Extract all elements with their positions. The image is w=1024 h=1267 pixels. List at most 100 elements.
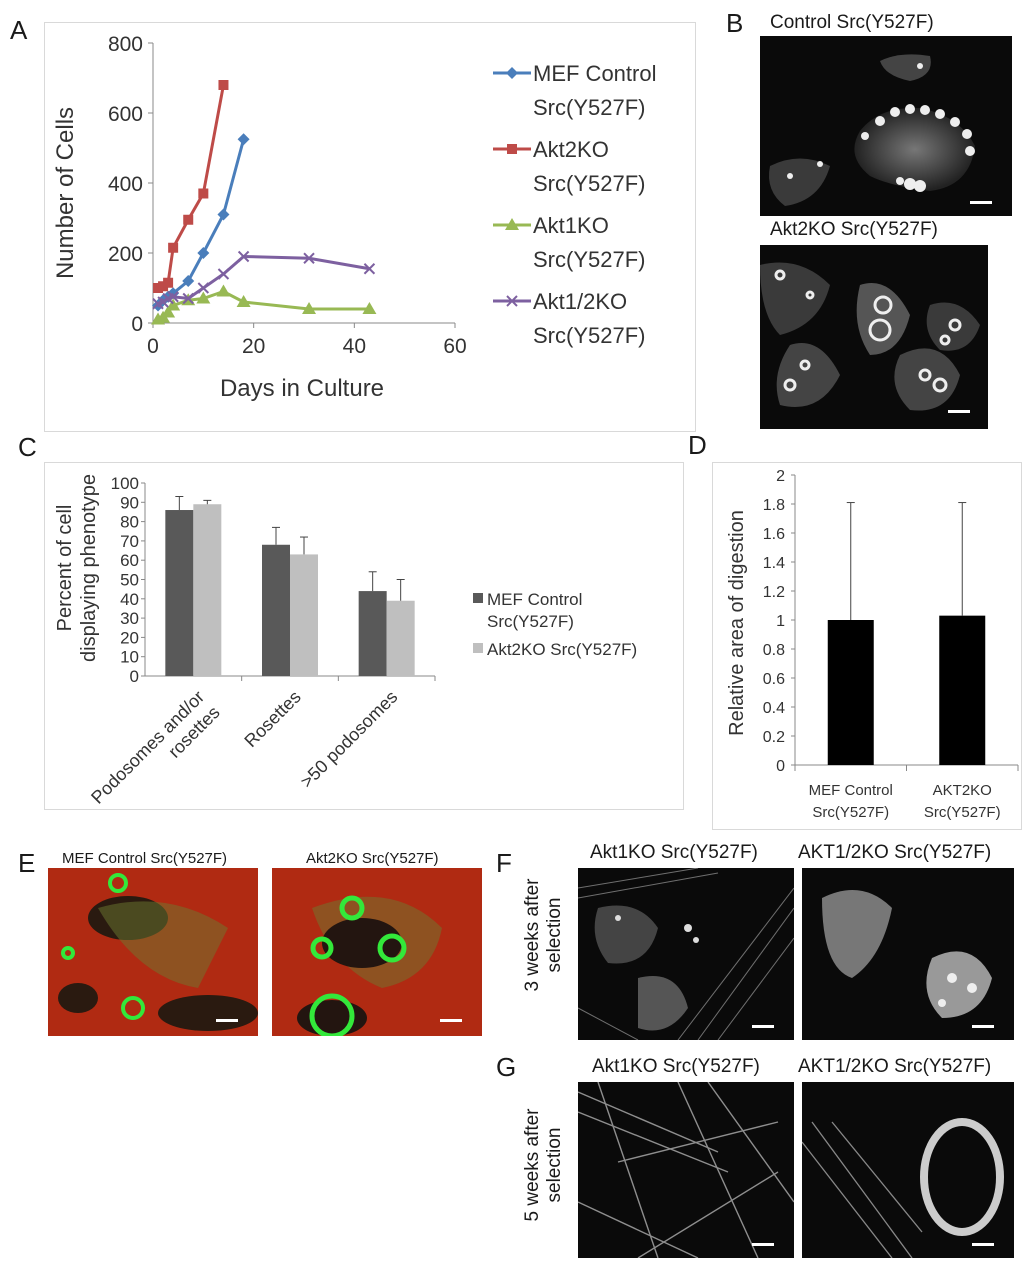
x-tick-label: 60: [443, 335, 466, 358]
y-tick-label: 1: [776, 613, 785, 630]
scale-bar: [972, 1025, 994, 1028]
data-point: [157, 296, 169, 308]
data-point: [158, 281, 169, 292]
micro-g-akt12ko: [802, 1082, 1014, 1258]
micro-e-left-label: MEF Control Src(Y527F): [62, 850, 228, 867]
legend-label: MEF Control: [533, 61, 656, 86]
y-tick-label: 100: [111, 474, 139, 493]
data-point: [196, 291, 211, 304]
x-tick-label: MEF Control: [809, 782, 893, 799]
micro-e-akt2ko: [272, 868, 482, 1036]
panel-letter-c: C: [18, 432, 37, 462]
data-point: [218, 80, 229, 90]
bar: [193, 504, 222, 676]
micro-b-top-label: Control Src(Y527F): [770, 12, 934, 33]
scale-bar: [948, 410, 970, 413]
legend-label: MEF Control: [487, 590, 582, 609]
micro-g-left-label: Akt1KO Src(Y527F): [592, 1056, 760, 1077]
bar: [939, 615, 986, 765]
micro-f-left-label: Akt1KO Src(Y527F): [590, 842, 758, 863]
micro-b-akt2ko: [760, 245, 988, 429]
panel-letter-e: E: [18, 848, 36, 878]
y-tick-label: 20: [120, 628, 139, 647]
micro-b-bottom-label: Akt2KO Src(Y527F): [770, 219, 938, 240]
legend-label: Akt2KO: [533, 137, 609, 162]
y-axis-label-line2: displaying phenotype: [78, 474, 100, 662]
bar: [386, 600, 415, 676]
y-tick-label: 0.6: [763, 671, 785, 688]
y-tick-label: 60: [120, 551, 139, 570]
panel-f-side-line1: 3 weeks after: [522, 878, 543, 992]
x-tick-label: AKT2KO: [933, 782, 992, 799]
y-tick-label: 0: [776, 758, 785, 775]
y-tick-label: 70: [120, 532, 139, 551]
bar: [358, 591, 387, 676]
y-tick-label: 10: [120, 648, 139, 667]
data-point: [182, 292, 194, 305]
bar: [262, 544, 290, 676]
micro-b-control: [760, 36, 1012, 216]
panel-letter-a: A: [10, 15, 28, 45]
y-tick-label: 600: [108, 103, 143, 126]
panel-d-frame: 0 0.2 0.4 0.6 0.8 1 1.2 1.4 1.6 1.8 2 MEF Control Sr…: [712, 462, 1022, 830]
legend-label: Akt1/2KO: [533, 289, 627, 314]
y-tick-label: 80: [120, 513, 139, 532]
y-axis-label-line1: Percent of cell: [54, 505, 76, 632]
bar: [290, 554, 318, 676]
y-tick-label: 90: [120, 493, 139, 512]
y-tick-label: 1.2: [763, 584, 785, 601]
x-tick-label: 0: [147, 335, 159, 358]
y-axis-label: Number of Cells: [52, 107, 79, 279]
data-point: [303, 252, 315, 264]
legend-label: Src(Y527F): [533, 95, 645, 120]
legend-marker: [507, 144, 517, 154]
y-tick-label: 2: [776, 468, 785, 485]
data-point: [236, 295, 251, 307]
y-tick-label: 800: [108, 33, 143, 56]
micro-g-right-label: AKT1/2KO Src(Y527F): [798, 1056, 992, 1077]
data-point: [168, 242, 179, 253]
y-tick-label: 1.8: [763, 497, 785, 514]
scale-bar: [970, 201, 992, 204]
micro-f-akt12ko: [802, 868, 1014, 1040]
data-point: [161, 305, 176, 318]
x-axis-label: Days in Culture: [220, 375, 384, 402]
micro-g-akt1ko: [578, 1082, 794, 1258]
y-tick-label: 1.6: [763, 526, 785, 543]
data-point: [363, 263, 376, 275]
y-tick-label: 0.2: [763, 729, 785, 746]
legend-marker: [506, 295, 518, 307]
legend-marker: [506, 67, 518, 79]
y-tick-label: 0: [131, 313, 143, 336]
data-point: [198, 188, 209, 199]
micro-f-akt1ko: [578, 868, 794, 1040]
data-point: [197, 247, 210, 259]
x-tick-label: 20: [242, 335, 265, 358]
panel-g-side-line1: 5 weeks after: [522, 1108, 543, 1222]
x-tick-label: Src(Y527F): [924, 804, 1001, 821]
legend-label: Src(Y527F): [533, 247, 645, 272]
legend-label: Akt1KO: [533, 213, 609, 238]
micro-e-control: [48, 868, 258, 1036]
legend-label: Akt2KO Src(Y527F): [487, 640, 637, 659]
data-point: [153, 283, 164, 293]
bar: [165, 510, 194, 676]
micro-e-right-label: Akt2KO Src(Y527F): [306, 850, 439, 867]
panel-f-side-line2: selection: [544, 897, 565, 973]
data-point: [362, 302, 377, 314]
scale-bar: [972, 1243, 994, 1246]
panel-letter-f: F: [496, 848, 512, 878]
panel-a-frame: 0 200 400 600 800 0 20 40 60 MEF Control Src(Y527…: [44, 22, 696, 432]
legend-label: Src(Y527F): [533, 171, 645, 196]
panel-letter-g: G: [496, 1052, 517, 1082]
data-point: [237, 133, 250, 146]
series-line-1: [157, 84, 225, 290]
growth-line-chart: 0 200 400 600 800 0 20 40 60 MEF Control Src(Y527…: [52, 33, 656, 402]
y-tick-label: 400: [108, 173, 143, 196]
y-tick-label: 50: [120, 571, 139, 590]
y-tick-label: 0: [130, 667, 139, 686]
y-tick-label: 40: [120, 590, 139, 609]
data-point: [216, 284, 231, 297]
x-tick-label: Rosettes: [240, 687, 304, 751]
